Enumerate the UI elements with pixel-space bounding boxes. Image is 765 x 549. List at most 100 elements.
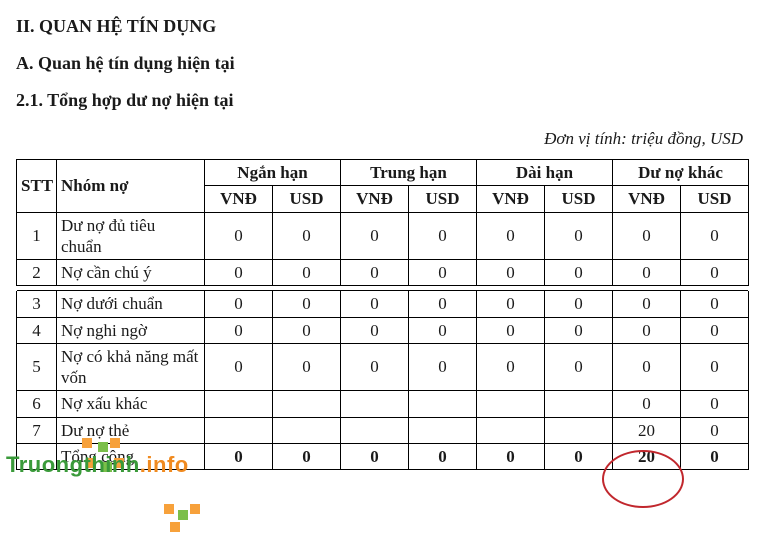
- section-heading-3: 2.1. Tổng hợp dư nợ hiện tại: [16, 90, 749, 111]
- cell-value: 0: [409, 317, 477, 343]
- cell-value: 0: [341, 291, 409, 317]
- cell-value: 0: [613, 291, 681, 317]
- cell-stt: 1: [17, 212, 57, 260]
- cell-value: 0: [545, 343, 613, 391]
- cell-group: Nợ cần chú ý: [57, 260, 205, 286]
- cell-group: Dư nợ thẻ: [57, 417, 205, 443]
- cell-value: 0: [681, 212, 749, 260]
- table-row: 5Nợ có khả năng mất vốn00000000: [17, 343, 749, 391]
- cell-value: 0: [681, 391, 749, 417]
- col-long-usd: USD: [545, 186, 613, 212]
- cell-value: 0: [205, 260, 273, 286]
- cell-value: 0: [681, 417, 749, 443]
- col-medium-usd: USD: [409, 186, 477, 212]
- cell-group: Nợ xấu khác: [57, 391, 205, 417]
- debt-summary-table: STT Nhóm nợ Ngắn hạn Trung hạn Dài hạn D…: [16, 159, 749, 470]
- cell-value: 0: [341, 343, 409, 391]
- cell-stt: 7: [17, 417, 57, 443]
- watermark: Truongthinh.info: [6, 452, 189, 478]
- cell-value: 0: [477, 212, 545, 260]
- cell-value: [545, 417, 613, 443]
- cell-value: [341, 391, 409, 417]
- table-row: 1Dư nợ đủ tiêu chuẩn00000000: [17, 212, 749, 260]
- cell-group: Nợ nghi ngờ: [57, 317, 205, 343]
- cell-value: [273, 391, 341, 417]
- table-row: 4Nợ nghi ngờ00000000: [17, 317, 749, 343]
- cell-value: [341, 417, 409, 443]
- col-short-usd: USD: [273, 186, 341, 212]
- cell-value: 0: [613, 317, 681, 343]
- cell-value: 0: [681, 260, 749, 286]
- cell-value: 0: [545, 212, 613, 260]
- cell-value: [205, 391, 273, 417]
- cell-value: 0: [545, 260, 613, 286]
- cell-value: 20: [613, 443, 681, 469]
- cell-value: 0: [205, 317, 273, 343]
- cell-value: 0: [613, 391, 681, 417]
- col-long-vnd: VNĐ: [477, 186, 545, 212]
- cell-value: 0: [477, 291, 545, 317]
- cell-stt: 3: [17, 291, 57, 317]
- cell-value: 0: [545, 291, 613, 317]
- col-header-medium: Trung hạn: [341, 160, 477, 186]
- col-header-stt: STT: [17, 160, 57, 213]
- cell-value: [205, 417, 273, 443]
- cell-value: 0: [205, 291, 273, 317]
- col-short-vnd: VNĐ: [205, 186, 273, 212]
- cell-value: 0: [545, 443, 613, 469]
- cell-value: 0: [477, 260, 545, 286]
- cell-value: 0: [681, 317, 749, 343]
- cell-value: [477, 417, 545, 443]
- unit-line: Đơn vị tính: triệu đồng, USD: [16, 129, 743, 149]
- table-row: 2Nợ cần chú ý00000000: [17, 260, 749, 286]
- cell-value: 0: [681, 343, 749, 391]
- table-row: 3Nợ dưới chuẩn00000000: [17, 291, 749, 317]
- col-medium-vnd: VNĐ: [341, 186, 409, 212]
- cell-value: 0: [273, 212, 341, 260]
- cell-value: 0: [273, 260, 341, 286]
- cell-value: 0: [613, 343, 681, 391]
- cell-value: 0: [205, 212, 273, 260]
- cell-value: 0: [409, 343, 477, 391]
- cell-value: [409, 417, 477, 443]
- cell-value: 0: [409, 212, 477, 260]
- col-header-long: Dài hạn: [477, 160, 613, 186]
- watermark-part-1: Truongthinh: [6, 452, 140, 477]
- cell-group: Dư nợ đủ tiêu chuẩn: [57, 212, 205, 260]
- cell-value: 0: [341, 260, 409, 286]
- cell-value: 0: [681, 443, 749, 469]
- cell-value: 0: [341, 317, 409, 343]
- cell-value: 0: [273, 291, 341, 317]
- cell-value: 0: [477, 443, 545, 469]
- cell-value: 0: [273, 343, 341, 391]
- section-heading-1: II. QUAN HỆ TÍN DỤNG: [16, 16, 749, 37]
- cell-value: 0: [341, 212, 409, 260]
- cell-value: 0: [273, 317, 341, 343]
- cell-value: 0: [409, 443, 477, 469]
- cell-value: 0: [205, 343, 273, 391]
- cell-value: 0: [205, 443, 273, 469]
- cell-group: Nợ dưới chuẩn: [57, 291, 205, 317]
- cell-value: [409, 391, 477, 417]
- cell-stt: 5: [17, 343, 57, 391]
- watermark-part-2: .info: [140, 452, 189, 477]
- col-header-short: Ngắn hạn: [205, 160, 341, 186]
- section-heading-2: A. Quan hệ tín dụng hiện tại: [16, 53, 749, 74]
- col-header-other: Dư nợ khác: [613, 160, 749, 186]
- cell-value: 0: [409, 291, 477, 317]
- col-header-group: Nhóm nợ: [57, 160, 205, 213]
- cell-value: 0: [613, 260, 681, 286]
- col-other-vnd: VNĐ: [613, 186, 681, 212]
- cell-value: 0: [613, 212, 681, 260]
- col-other-usd: USD: [681, 186, 749, 212]
- table-row: 6Nợ xấu khác 00: [17, 391, 749, 417]
- cell-value: 0: [341, 443, 409, 469]
- cell-value: 0: [273, 443, 341, 469]
- cell-value: [545, 391, 613, 417]
- cell-stt: 4: [17, 317, 57, 343]
- cell-stt: 2: [17, 260, 57, 286]
- cell-value: [273, 417, 341, 443]
- cell-value: 0: [477, 317, 545, 343]
- cell-stt: 6: [17, 391, 57, 417]
- cell-value: 0: [681, 291, 749, 317]
